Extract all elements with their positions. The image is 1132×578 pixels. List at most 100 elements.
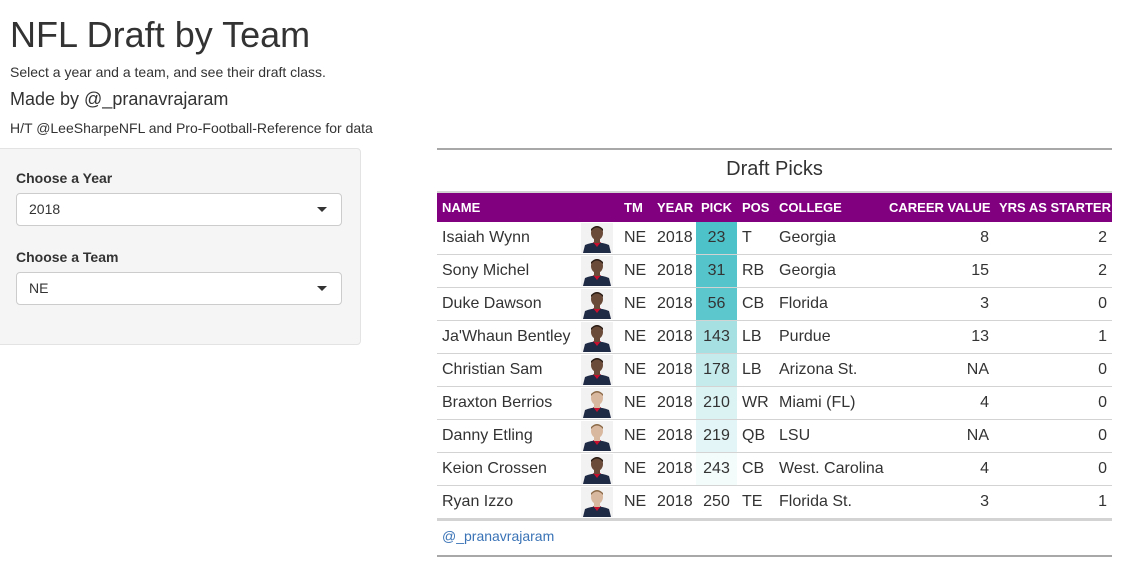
column-header[interactable]: NAME	[437, 191, 575, 222]
team-cell: NE	[619, 320, 652, 354]
position-cell: RB	[737, 254, 774, 288]
position-cell: QB	[737, 419, 774, 453]
column-header[interactable]: POS	[737, 191, 774, 222]
column-header[interactable]: YRS AS STARTER	[994, 191, 1112, 222]
player-headshot-icon	[581, 289, 613, 319]
table-row: Christian Sam NE 2018 178 LB Arizona St. NA 0	[437, 353, 1112, 387]
player-headshot-icon	[581, 322, 613, 352]
career-value-cell: NA	[884, 419, 994, 453]
year-cell: 2018	[652, 452, 696, 486]
career-value-cell: 13	[884, 320, 994, 354]
player-headshot-icon	[581, 355, 613, 385]
year-label: Choose a Year	[16, 170, 113, 186]
career-value-cell: 3	[884, 287, 994, 321]
table-row: Braxton Berrios NE 2018 210 WR Miami (FL) 4 0	[437, 386, 1112, 420]
pick-cell: 178	[696, 353, 737, 387]
years-starter-cell: 0	[994, 353, 1112, 387]
college-cell: Georgia	[774, 222, 884, 255]
team-cell: NE	[619, 353, 652, 387]
page-subtitle: Select a year and a team, and see their …	[10, 64, 326, 80]
draft-picks-table-container: Draft Picks NAME TM YEAR PICK POS COLLEG…	[437, 148, 1112, 557]
college-cell: Miami (FL)	[774, 386, 884, 420]
career-value-cell: 8	[884, 222, 994, 255]
headshot-cell	[575, 320, 619, 354]
column-header[interactable]: CAREER VALUE	[884, 191, 994, 222]
years-starter-cell: 0	[994, 419, 1112, 453]
headshot-cell	[575, 222, 619, 255]
table-title: Draft Picks	[726, 158, 823, 180]
college-cell: Georgia	[774, 254, 884, 288]
headshot-cell	[575, 485, 619, 519]
sidebar-panel: Choose a Year 2018 Choose a Team NE	[0, 148, 361, 345]
college-cell: Purdue	[774, 320, 884, 354]
year-cell: 2018	[652, 386, 696, 420]
career-value-cell: 4	[884, 386, 994, 420]
headshot-cell	[575, 419, 619, 453]
pick-cell: 210	[696, 386, 737, 420]
college-cell: Florida	[774, 287, 884, 321]
column-header[interactable]: YEAR	[652, 191, 696, 222]
college-cell: LSU	[774, 419, 884, 453]
credit-link[interactable]: @_pranavrajaram	[442, 528, 555, 544]
team-cell: NE	[619, 419, 652, 453]
player-name-cell: Ja'Whaun Bentley	[437, 320, 575, 354]
year-select[interactable]: 2018	[16, 193, 342, 226]
team-cell: NE	[619, 287, 652, 321]
player-headshot-icon	[581, 256, 613, 286]
pick-cell: 23	[696, 222, 737, 255]
headshot-cell	[575, 287, 619, 321]
career-value-cell: 4	[884, 452, 994, 486]
table-row: Duke Dawson NE 2018 56 CB Florida 3 0	[437, 287, 1112, 321]
position-cell: TE	[737, 485, 774, 519]
player-name-cell: Danny Etling	[437, 419, 575, 453]
team-cell: NE	[619, 386, 652, 420]
team-select[interactable]: NE	[16, 272, 342, 305]
position-cell: LB	[737, 320, 774, 354]
career-value-cell: 3	[884, 485, 994, 519]
year-cell: 2018	[652, 419, 696, 453]
headshot-cell	[575, 452, 619, 486]
table-row: Sony Michel NE 2018 31 RB Georgia 15 2	[437, 254, 1112, 288]
player-name-cell: Keion Crossen	[437, 452, 575, 486]
position-cell: CB	[737, 287, 774, 321]
table-row: Ryan Izzo NE 2018 250 TE Florida St. 3 1	[437, 485, 1112, 519]
year-cell: 2018	[652, 222, 696, 255]
college-cell: West. Carolina	[774, 452, 884, 486]
college-cell: Florida St.	[774, 485, 884, 519]
made-by-heading: Made by @_pranavrajaram	[10, 89, 229, 109]
college-cell: Arizona St.	[774, 353, 884, 387]
year-select-value: 2018	[29, 201, 61, 217]
year-cell: 2018	[652, 485, 696, 519]
column-header[interactable]: PICK	[696, 191, 737, 222]
chevron-down-icon[interactable]	[317, 207, 327, 212]
pick-cell: 219	[696, 419, 737, 453]
player-name-cell: Isaiah Wynn	[437, 222, 575, 255]
pick-cell: 31	[696, 254, 737, 288]
team-select-value: NE	[29, 280, 49, 296]
team-cell: NE	[619, 222, 652, 255]
career-value-cell: 15	[884, 254, 994, 288]
pick-cell: 143	[696, 320, 737, 354]
pick-cell: 56	[696, 287, 737, 321]
years-starter-cell: 0	[994, 287, 1112, 321]
year-cell: 2018	[652, 254, 696, 288]
position-cell: CB	[737, 452, 774, 486]
team-label: Choose a Team	[16, 249, 119, 265]
pick-cell: 250	[696, 485, 737, 519]
player-headshot-icon	[581, 388, 613, 418]
table-row: Keion Crossen NE 2018 243 CB West. Carolina 4 0	[437, 452, 1112, 486]
team-cell: NE	[619, 485, 652, 519]
table-footer-rule	[437, 519, 1112, 522]
team-cell: NE	[619, 254, 652, 288]
years-starter-cell: 0	[994, 386, 1112, 420]
headshot-cell	[575, 386, 619, 420]
chevron-down-icon[interactable]	[317, 286, 327, 291]
column-header[interactable]: COLLEGE	[774, 191, 884, 222]
position-cell: WR	[737, 386, 774, 420]
table-row: Isaiah Wynn NE 2018 23 T Georgia 8 2	[437, 222, 1112, 255]
years-starter-cell: 2	[994, 254, 1112, 288]
years-starter-cell: 1	[994, 485, 1112, 519]
column-header[interactable]: TM	[619, 191, 652, 222]
table-row: Ja'Whaun Bentley NE 2018 143 LB Purdue 13 1	[437, 320, 1112, 354]
pick-cell: 243	[696, 452, 737, 486]
